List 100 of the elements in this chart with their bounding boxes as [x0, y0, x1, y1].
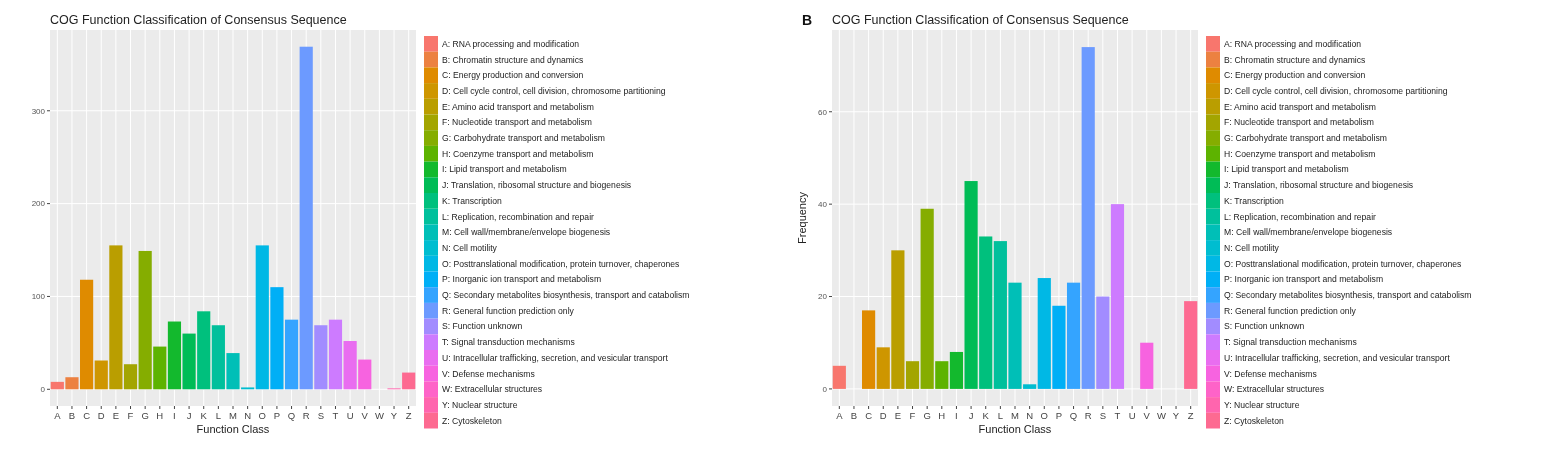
- legend-label: H: Coenzyme transport and metabolism: [1224, 148, 1376, 159]
- text: B: [802, 12, 813, 28]
- legend-label: I: Lipid transport and metabolism: [442, 164, 567, 175]
- x-tick-label: N: [244, 410, 252, 421]
- y-tick-label: 0: [40, 385, 46, 395]
- x-tick-label: Y: [390, 410, 398, 421]
- legend-label: Y: Nuclear structure: [442, 399, 518, 410]
- x-tick-label: P: [273, 410, 281, 421]
- legend-label: B: Chromatin structure and dynamics: [1224, 54, 1366, 65]
- legend-label: W: Extracellular structures: [442, 384, 543, 395]
- x-tick-label: J: [186, 410, 192, 421]
- legend-label: A: RNA processing and modification: [1224, 38, 1362, 49]
- legend-label: L: Replication, recombination and repair: [1224, 211, 1377, 222]
- y-tick-label: 300: [31, 106, 46, 116]
- x-tick-label: A: [54, 410, 62, 421]
- x-axis-title: Function Class: [978, 423, 1052, 435]
- y-tick-label: 20: [818, 292, 828, 302]
- x-tick-label: F: [127, 410, 134, 421]
- x-tick-label: L: [215, 410, 222, 421]
- x-axis-title: Function Class: [196, 423, 270, 435]
- legend-label: V: Defense mechanisms: [1224, 368, 1317, 379]
- x-tick-label: T: [332, 410, 339, 421]
- x-tick-label: H: [156, 410, 164, 421]
- legend-label: Q: Secondary metabolites biosynthesis, transport and catabolism: [442, 290, 690, 301]
- x-tick-label: C: [865, 410, 873, 421]
- legend-label: A: RNA processing and modification: [442, 38, 580, 49]
- legend-label: M: Cell wall/membrane/envelope biogenesis: [1224, 227, 1393, 238]
- x-tick-label: C: [83, 410, 91, 421]
- x-tick-label: A: [836, 410, 844, 421]
- legend-label: T: Signal transduction mechanisms: [1224, 337, 1357, 348]
- legend-label: D: Cell cycle control, cell division, chromosome partitioning: [1224, 85, 1448, 96]
- legend-label: U: Intracellular trafficking, secretion, and vesicular transport: [442, 352, 669, 363]
- x-tick-label: K: [200, 410, 208, 421]
- y-tick-label: 40: [818, 199, 828, 209]
- legend-label: O: Posttranslational modification, protein turnover, chaperones: [1224, 258, 1462, 269]
- legend-label: Z: Cytoskeleton: [442, 415, 502, 426]
- x-tick-label: G: [141, 410, 149, 421]
- x-tick-label: U: [1128, 410, 1136, 421]
- x-tick-label: N: [1026, 410, 1034, 421]
- legend-label: S: Function unknown: [1224, 321, 1305, 332]
- x-tick-label: D: [879, 410, 887, 421]
- legend-label: N: Cell motility: [442, 242, 498, 253]
- legend-label: J: Translation, ribosomal structure and biogenesis: [1224, 180, 1414, 191]
- legend-label: Q: Secondary metabolites biosynthesis, transport and catabolism: [1224, 290, 1472, 301]
- legend-label: T: Signal transduction mechanisms: [442, 337, 575, 348]
- legend-label: P: Inorganic ion transport and metabolism: [442, 274, 602, 285]
- legend-label: P: Inorganic ion transport and metabolism: [1224, 274, 1384, 285]
- legend-label: O: Posttranslational modification, protein turnover, chaperones: [442, 258, 680, 269]
- x-tick-label: U: [346, 410, 354, 421]
- x-tick-label: P: [1055, 410, 1063, 421]
- legend-label: Z: Cytoskeleton: [1224, 415, 1284, 426]
- x-tick-label: Z: [1187, 410, 1194, 421]
- legend-label: Y: Nuclear structure: [1224, 399, 1300, 410]
- legend-label: N: Cell motility: [1224, 242, 1280, 253]
- legend-label: M: Cell wall/membrane/envelope biogenesis: [442, 227, 611, 238]
- x-tick-label: L: [997, 410, 1004, 421]
- legend-label: W: Extracellular structures: [1224, 384, 1325, 395]
- x-tick-label: I: [173, 410, 176, 421]
- legend-label: D: Cell cycle control, cell division, chromosome partitioning: [442, 85, 666, 96]
- x-tick-label: Q: [287, 410, 296, 421]
- chart-title: COG Function Classification of Consensus Sequence: [832, 13, 1129, 27]
- x-tick-label: V: [361, 410, 369, 421]
- x-tick-label: V: [1143, 410, 1151, 421]
- x-tick-label: Y: [1172, 410, 1180, 421]
- x-tick-label: J: [968, 410, 974, 421]
- legend-label: G: Carbohydrate transport and metabolism: [1224, 133, 1387, 144]
- legend-label: C: Energy production and conversion: [442, 70, 584, 81]
- x-tick-label: F: [909, 410, 916, 421]
- x-tick-label: M: [1011, 410, 1020, 421]
- x-tick-label: H: [938, 410, 946, 421]
- x-tick-label: W: [1156, 410, 1166, 421]
- x-tick-label: S: [1099, 410, 1107, 421]
- legend-label: S: Function unknown: [442, 321, 523, 332]
- chart-title: COG Function Classification of Consensus Sequence: [50, 13, 347, 27]
- legend-label: K: Transcription: [1224, 195, 1284, 206]
- x-tick-label: B: [850, 410, 858, 421]
- x-tick-label: Z: [405, 410, 412, 421]
- x-tick-label: B: [68, 410, 76, 421]
- legend-label: V: Defense mechanisms: [442, 368, 535, 379]
- x-tick-label: Q: [1069, 410, 1078, 421]
- y-axis-title: Frequency: [796, 191, 808, 244]
- legend-label: C: Energy production and conversion: [1224, 70, 1366, 81]
- x-tick-label: E: [894, 410, 902, 421]
- legend-label: E: Amino acid transport and metabolism: [1224, 101, 1376, 112]
- x-tick-label: T: [1114, 410, 1121, 421]
- x-tick-label: G: [923, 410, 931, 421]
- legend-label: L: Replication, recombination and repair: [442, 211, 595, 222]
- legend-label: K: Transcription: [442, 195, 502, 206]
- x-tick-label: R: [1084, 410, 1092, 421]
- x-tick-label: O: [258, 410, 266, 421]
- legend-label: U: Intracellular trafficking, secretion, and vesicular transport: [1224, 352, 1451, 363]
- legend-label: F: Nucleotide transport and metabolism: [1224, 117, 1374, 128]
- legend-label: R: General function prediction only: [442, 305, 575, 316]
- x-tick-label: S: [317, 410, 325, 421]
- legend-label: G: Carbohydrate transport and metabolism: [442, 133, 605, 144]
- x-tick-label: R: [302, 410, 310, 421]
- x-tick-label: D: [97, 410, 105, 421]
- x-tick-label: E: [112, 410, 120, 421]
- y-tick-label: 0: [822, 384, 828, 394]
- y-tick-label: 200: [31, 199, 46, 209]
